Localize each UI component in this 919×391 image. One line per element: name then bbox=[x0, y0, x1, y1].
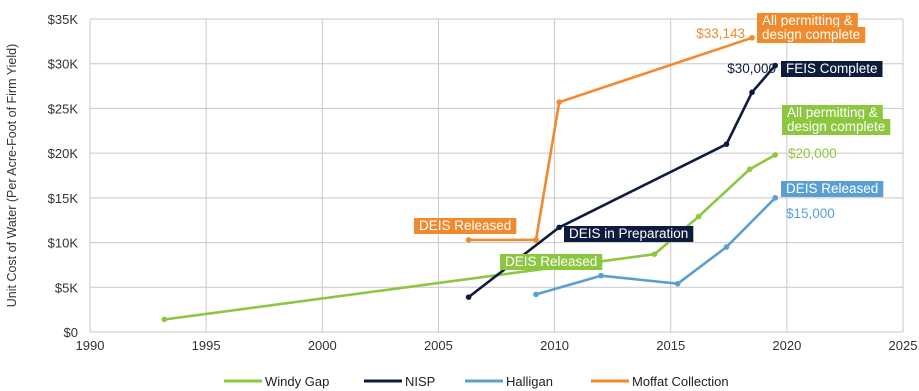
callout-text: All permitting & bbox=[787, 105, 878, 120]
series-group bbox=[161, 34, 779, 323]
callout-box: design complete bbox=[782, 119, 891, 135]
value-label: $30,000 bbox=[727, 61, 776, 76]
callout-box: DEIS Released bbox=[500, 254, 603, 270]
y-tick-label: $15K bbox=[48, 191, 79, 206]
grid bbox=[89, 18, 904, 333]
data-point bbox=[772, 62, 779, 69]
value-label: $20,000 bbox=[788, 146, 837, 161]
callout-background bbox=[782, 105, 883, 121]
series-line bbox=[535, 196, 777, 296]
value-text: $20,000 bbox=[788, 146, 837, 161]
data-point bbox=[651, 251, 658, 257]
data-point bbox=[772, 195, 779, 201]
y-tick-label: $35K bbox=[48, 12, 79, 27]
value-text: $33,143 bbox=[696, 26, 745, 41]
data-point bbox=[533, 237, 539, 243]
callout-background bbox=[782, 119, 891, 135]
callout-text: All permitting & bbox=[762, 13, 853, 28]
callout-background bbox=[500, 254, 603, 270]
callout-background bbox=[781, 181, 884, 197]
series-line bbox=[468, 36, 753, 242]
callout-text: DEIS in Preparation bbox=[569, 226, 688, 241]
x-tick-label: 2020 bbox=[772, 338, 801, 353]
data-point bbox=[695, 213, 702, 220]
legend-label: NISP bbox=[405, 374, 435, 389]
legend-label: Halligan bbox=[506, 374, 553, 389]
data-point bbox=[556, 224, 563, 231]
y-tick-label: $30K bbox=[48, 57, 79, 72]
callout-background bbox=[757, 27, 866, 43]
value-text: $30,000 bbox=[727, 61, 776, 76]
legend: Windy Gap NISP Halligan Moffat Collection bbox=[224, 374, 729, 389]
value-label: $15,000 bbox=[786, 206, 835, 221]
value-label: $33,143 bbox=[696, 26, 745, 41]
data-point bbox=[465, 294, 472, 300]
x-tick-label: 1990 bbox=[76, 338, 105, 353]
callout-box: All permitting & bbox=[782, 105, 883, 121]
x-tick-label: 2000 bbox=[308, 338, 337, 353]
x-tick-label: 2025 bbox=[889, 338, 918, 353]
legend-item: Windy Gap bbox=[224, 374, 329, 389]
callout-box: DEIS Released bbox=[781, 181, 884, 197]
data-point bbox=[746, 166, 753, 173]
callout-text: design complete bbox=[787, 119, 885, 134]
data-point bbox=[465, 237, 472, 243]
y-tick-label: $20K bbox=[48, 146, 79, 161]
callout-background bbox=[564, 226, 694, 242]
callout-text: FEIS Complete bbox=[786, 61, 878, 76]
y-axis-title: Unit Cost of Water (Per Acre-Foot of Fir… bbox=[5, 44, 19, 308]
callout-box: FEIS Complete bbox=[781, 61, 883, 77]
data-point bbox=[533, 291, 539, 298]
legend-label: Windy Gap bbox=[265, 374, 329, 389]
data-point bbox=[161, 316, 168, 323]
data-point bbox=[749, 34, 755, 41]
value-text: $15,000 bbox=[786, 206, 835, 221]
callout-background bbox=[757, 13, 858, 29]
y-tick-label: $5K bbox=[55, 280, 78, 295]
y-tick-label: $25K bbox=[48, 101, 79, 116]
data-point bbox=[723, 244, 730, 250]
data-point bbox=[598, 272, 604, 279]
callout-text: DEIS Released bbox=[419, 218, 511, 233]
callout-background bbox=[414, 218, 517, 234]
data-point bbox=[723, 141, 730, 147]
callout-background bbox=[781, 61, 883, 77]
data-point bbox=[556, 99, 563, 105]
x-tick-label: 2015 bbox=[656, 338, 685, 353]
y-tick-label: $0 bbox=[64, 325, 78, 340]
callout-text: design complete bbox=[762, 27, 860, 42]
legend-item: Moffat Collection bbox=[591, 374, 729, 389]
axes: 1990 1995 2000 2005 2010 2015 2020 2025 $0 $5K $10… bbox=[48, 12, 918, 353]
callout-box: DEIS in Preparation bbox=[564, 226, 694, 242]
callout-box: DEIS Released bbox=[414, 218, 517, 234]
x-tick-label: 1995 bbox=[192, 338, 221, 353]
data-point bbox=[674, 280, 681, 287]
callout-box: All permitting & bbox=[757, 13, 858, 29]
y-tick-label: $10K bbox=[48, 236, 79, 251]
callout-text: DEIS Released bbox=[505, 254, 597, 269]
data-point bbox=[749, 89, 755, 96]
x-tick-label: 2005 bbox=[424, 338, 453, 353]
data-point bbox=[772, 152, 779, 158]
legend-item: Halligan bbox=[465, 374, 553, 389]
legend-item: NISP bbox=[364, 374, 435, 389]
callout-box: design complete bbox=[757, 27, 866, 43]
legend-label: Moffat Collection bbox=[632, 374, 729, 389]
callout-text: DEIS Released bbox=[786, 181, 878, 196]
x-tick-label: 2010 bbox=[540, 338, 569, 353]
